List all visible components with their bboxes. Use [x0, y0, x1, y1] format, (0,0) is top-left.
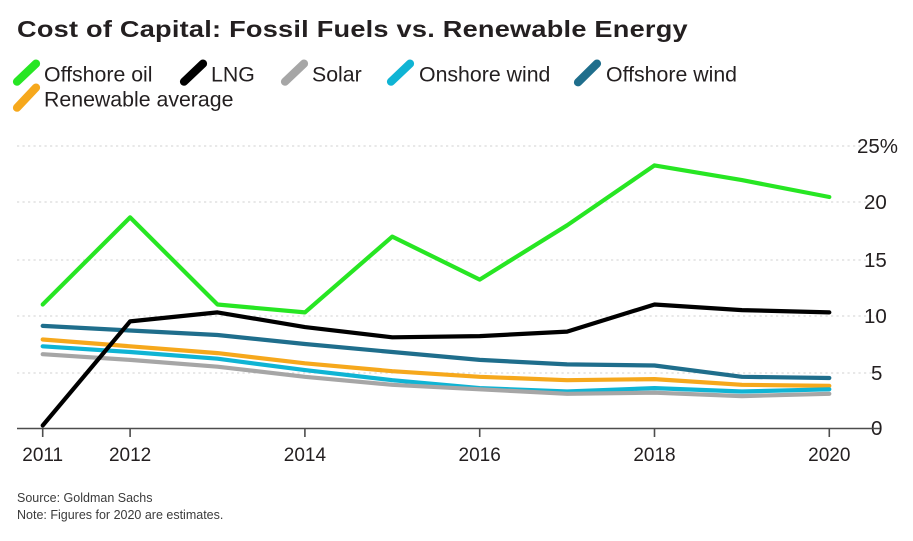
- svg-text:Renewable average: Renewable average: [44, 88, 233, 112]
- svg-text:Onshore wind: Onshore wind: [419, 63, 550, 87]
- svg-text:2011: 2011: [22, 445, 63, 466]
- svg-text:2018: 2018: [633, 445, 675, 466]
- svg-text:25%: 25%: [857, 135, 898, 158]
- svg-text:Solar: Solar: [312, 63, 362, 87]
- svg-text:5: 5: [871, 362, 882, 385]
- svg-text:10: 10: [864, 305, 887, 328]
- svg-text:2020: 2020: [808, 445, 850, 466]
- svg-text:Offshore oil: Offshore oil: [44, 63, 153, 87]
- svg-text:15: 15: [864, 249, 887, 272]
- svg-text:Offshore wind: Offshore wind: [606, 63, 737, 87]
- svg-text:20: 20: [864, 191, 887, 214]
- svg-text:2012: 2012: [109, 445, 151, 466]
- svg-text:LNG: LNG: [211, 63, 255, 87]
- svg-text:2016: 2016: [459, 445, 501, 466]
- svg-text:2014: 2014: [284, 445, 327, 466]
